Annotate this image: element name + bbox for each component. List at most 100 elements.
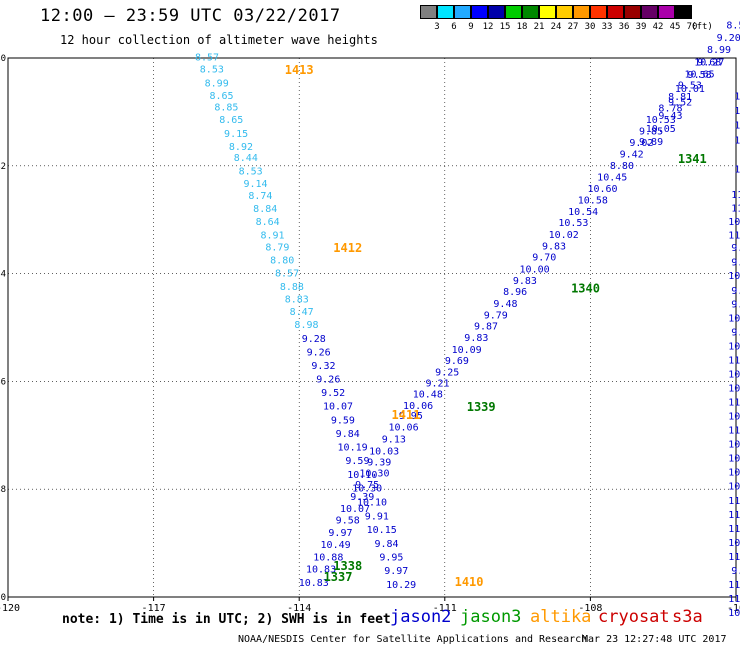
colorbar-label: 30	[584, 22, 596, 32]
colorbar-label: 3	[434, 22, 440, 32]
data-point-label: 10.62	[728, 608, 740, 619]
data-point-label: 10.97	[728, 482, 740, 493]
data-point-label: 9.58	[336, 516, 360, 527]
colorbar-swatch	[420, 5, 437, 19]
data-point-label: 8.84	[253, 204, 277, 215]
data-point-label: 10.47	[728, 440, 740, 451]
footer-timestamp: Mar 23 12:27:48 UTC 2017	[582, 634, 727, 645]
data-point-label: 9.15	[224, 129, 248, 140]
data-point-label: 9.13	[382, 434, 406, 445]
data-point-label: 11.05	[728, 510, 740, 521]
data-point-label: 9.89	[639, 137, 663, 148]
data-point-label: 8.80	[270, 255, 294, 266]
data-point-label: 11.24	[728, 356, 740, 367]
pass-time-label: 1410	[455, 575, 484, 589]
data-point-label: 10.88	[313, 552, 343, 563]
data-point-label: 9.83	[464, 333, 488, 344]
x-tick-label: -117	[142, 603, 166, 614]
colorbar-label: 33	[601, 22, 613, 32]
data-point-label: 10.83	[306, 565, 336, 576]
colorbar-label: 18	[516, 22, 528, 32]
data-point-label: 10.06	[403, 401, 433, 412]
data-point-label: 9.25	[435, 367, 459, 378]
colorbar-swatch	[590, 5, 607, 19]
data-point-label: 10.46	[728, 412, 740, 423]
data-point-label: 10.07	[323, 401, 353, 412]
legend-item-s3a: s3a	[672, 607, 703, 627]
data-point-label: 8.47	[290, 307, 314, 318]
data-point-label: 9.69	[445, 356, 469, 367]
colorbar-label: 24	[550, 22, 562, 32]
data-point-label: 10.	[734, 92, 740, 103]
data-point-label: 9.97	[384, 566, 408, 577]
data-point-label: 8.81	[668, 92, 692, 103]
data-point-label: 9.20	[717, 33, 740, 44]
data-point-label: 10.30	[359, 468, 389, 479]
data-point-label: 9.32	[311, 361, 335, 372]
pass-time-label: 1338	[333, 559, 362, 573]
data-point-label: 8.57	[195, 53, 219, 64]
x-tick-label: -114	[287, 603, 311, 614]
data-point-label: 10.15	[367, 525, 397, 536]
legend-item-jason2: jason2	[390, 607, 452, 627]
colorbar-label: 9	[468, 22, 474, 32]
data-point-label: 9.43	[658, 111, 682, 122]
pass-time-label: 1413	[285, 63, 314, 77]
data-point-label: 10.58	[578, 196, 608, 207]
data-point-label: 9.95	[399, 411, 423, 422]
data-point-label: 11.	[734, 164, 740, 175]
colorbar-swatch	[624, 5, 641, 19]
data-point-label: 11.1	[731, 190, 740, 201]
data-point-label: 9.68	[697, 58, 721, 69]
colorbar-unit: (ft)	[691, 22, 713, 32]
data-point-label: 10.09	[452, 345, 482, 356]
data-point-label: 8.44	[234, 153, 258, 164]
legend-item-cryosat: cryosat	[598, 607, 670, 627]
data-point-label: 10.88	[728, 370, 740, 381]
data-point-label: 8.65	[219, 115, 243, 126]
data-point-label: 8.79	[265, 242, 289, 253]
x-tick-label: -120	[0, 603, 20, 614]
colorbar-swatch	[573, 5, 590, 19]
data-point-label: 9.42	[620, 150, 644, 161]
data-point-label: 9.02	[629, 138, 653, 149]
data-point-label: 9.91	[365, 511, 389, 522]
data-point-label: 8.74	[248, 191, 272, 202]
pass-time-label: 1339	[467, 400, 496, 414]
legend-item-altika: altika	[530, 607, 592, 627]
data-point-label: 9.53	[678, 81, 702, 92]
data-point-label: 10.10	[357, 497, 387, 508]
colorbar-swatch	[641, 5, 658, 19]
data-point-label: 8.92	[229, 142, 253, 153]
data-point-label: 9.83	[542, 241, 566, 252]
data-point-label: 10.10	[347, 470, 377, 481]
data-point-label: 10.27	[694, 58, 724, 69]
colorbar-label: 27	[567, 22, 579, 32]
data-point-label: 11.48	[728, 580, 740, 591]
data-point-label: 11.46	[728, 524, 740, 535]
colorbar-label: 70	[686, 22, 698, 32]
data-point-label: 9.59	[331, 415, 355, 426]
colorbar-swatch	[454, 5, 471, 19]
data-point-label: 9.85	[639, 127, 663, 138]
data-point-label: 11.34	[728, 552, 740, 563]
data-point-label: 9.90	[731, 566, 740, 577]
colorbar-swatch	[522, 5, 539, 19]
data-point-label: 9.97	[328, 528, 352, 539]
data-point-label: 10.00	[728, 314, 740, 325]
data-point-label: 9.59	[345, 456, 369, 467]
data-point-label: 10.07	[340, 504, 370, 515]
data-point-label: 9.26	[316, 374, 340, 385]
data-point-label: 10.	[734, 136, 740, 147]
data-point-label: 9.79	[484, 310, 508, 321]
data-point-label: 8.78	[658, 103, 682, 114]
data-point-label: 10.29	[386, 580, 416, 591]
data-point-label: 10.53	[558, 218, 588, 229]
y-tick-label: -50	[0, 593, 6, 603]
data-point-label: 10.	[734, 106, 740, 117]
data-point-label: 10.83	[299, 578, 329, 589]
data-point-label: 10.83	[728, 384, 740, 395]
data-point-label: 9.68	[731, 328, 740, 339]
data-point-label: 10.49	[321, 540, 351, 551]
